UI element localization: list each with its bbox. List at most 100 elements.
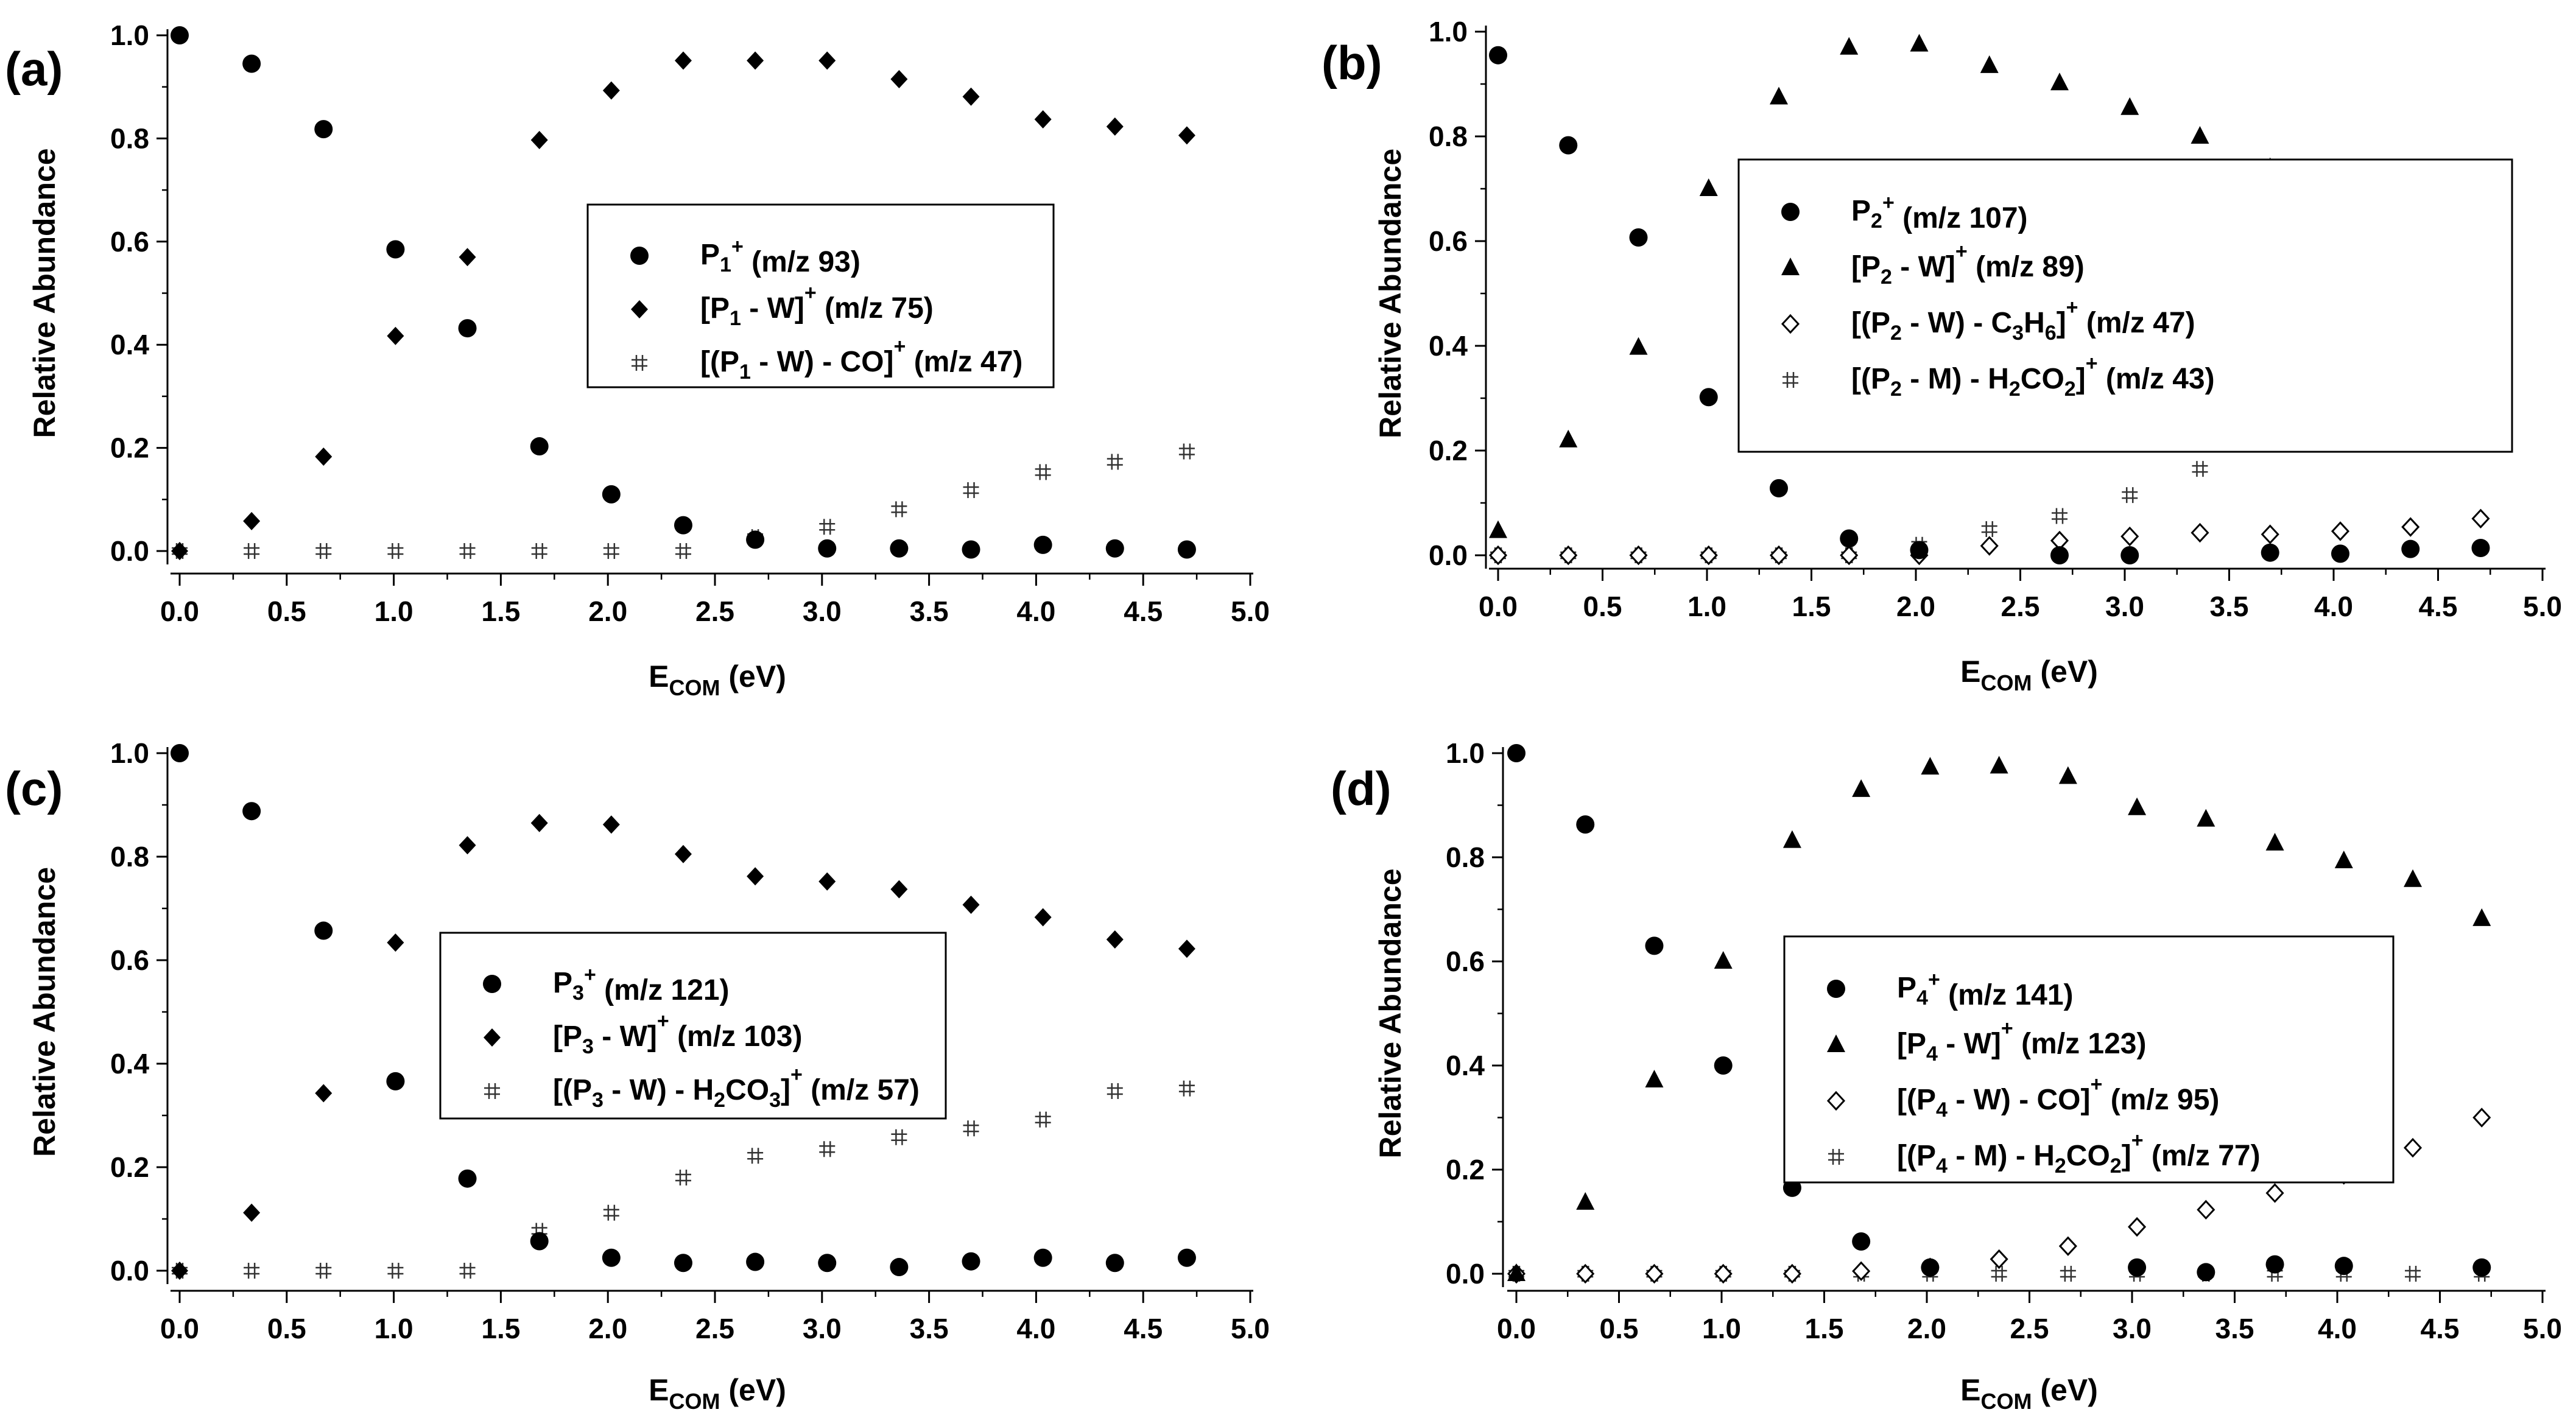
data-point <box>1178 1080 1195 1097</box>
data-point <box>2401 517 2420 537</box>
data-point <box>1699 545 1718 566</box>
data-point <box>2197 1263 2215 1282</box>
y-tick-label: 0.2 <box>110 1151 149 1183</box>
y-axis-title: Relative Abundance <box>27 148 62 438</box>
legend: P1+ (m/z 93)[P1 - W]+ (m/z 75) [(P1 - W) … <box>586 203 1055 388</box>
x-tick-label: 1.5 <box>481 1313 520 1344</box>
data-point <box>2120 97 2139 115</box>
data-point <box>1921 757 1940 775</box>
x-tick-label: 0.0 <box>160 595 199 627</box>
series-0 <box>171 744 1196 1277</box>
y-tick-label: 1.0 <box>110 19 149 51</box>
x-tick-label: 4.5 <box>2421 1313 2460 1344</box>
data-point <box>1107 1083 1123 1100</box>
panel-c: (c) 0.0 0.2 0.4 0.6 0.8 1.0 0.0 0.5 1.0 1.5 2.0 2.5 3… <box>5 737 1270 1414</box>
data-point <box>315 1084 333 1103</box>
x-tick-label: 4.5 <box>1124 1313 1163 1344</box>
legend-box <box>439 932 947 1120</box>
legend-box <box>1737 158 2513 453</box>
y-tick-label: 0.8 <box>1429 121 1468 152</box>
data-point <box>1105 1254 1124 1273</box>
y-tick-label: 0.8 <box>110 841 149 873</box>
data-point <box>2120 546 2139 564</box>
data-point <box>458 319 477 338</box>
y-tick-label: 1.0 <box>1446 737 1485 769</box>
legend-label: [(P4 - W) - CO]+ (m/z 95) <box>1897 1073 2219 1122</box>
x-tick-label: 3.5 <box>910 1313 949 1344</box>
legend: P2+ (m/z 107) [P2 - W]+ (m/z 89) [(P2 - W)… <box>1737 158 2513 453</box>
legend-label: P3+ (m/z 121) <box>553 963 730 1006</box>
data-point <box>2401 539 2420 558</box>
y-tick-label: 0.2 <box>110 432 149 464</box>
data-point <box>459 1263 476 1279</box>
data-point <box>1980 55 1999 73</box>
x-tick-label: 2.5 <box>695 595 734 627</box>
data-point <box>1991 1266 2007 1282</box>
data-point <box>171 26 189 44</box>
data-point <box>963 482 979 499</box>
y-tick-label: 1.0 <box>110 737 149 769</box>
data-point <box>2403 1137 2423 1158</box>
data-point <box>1576 1192 1595 1210</box>
data-point <box>747 867 764 886</box>
data-point <box>747 51 764 70</box>
data-point <box>1489 46 1507 65</box>
data-point <box>1559 136 1578 155</box>
data-point <box>1629 228 1648 247</box>
data-point <box>315 447 333 466</box>
data-point <box>2122 487 2138 504</box>
x-tick-label: 3.5 <box>910 595 949 627</box>
data-point <box>2197 1199 2215 1220</box>
legend-label: [(P1 - W) - CO]+ (m/z 47) <box>700 335 1022 384</box>
x-tick-label: 5.0 <box>1231 595 1270 627</box>
legend-marker <box>484 1083 500 1099</box>
y-tick-label: 0.6 <box>110 944 149 976</box>
y-tick-label: 0.0 <box>1429 539 1468 571</box>
data-point <box>171 744 189 762</box>
x-tick-label: 0.5 <box>1600 1313 1639 1344</box>
legend-marker <box>483 975 501 993</box>
y-tick-label: 0.6 <box>1446 946 1485 977</box>
data-point <box>1782 830 1801 848</box>
data-point <box>171 542 188 560</box>
data-point <box>1990 756 2008 774</box>
x-tick-label: 3.5 <box>2210 591 2249 622</box>
data-point <box>602 815 620 834</box>
x-tick-label: 0.0 <box>1479 591 1518 622</box>
x-tick-label: 1.0 <box>1687 591 1726 622</box>
data-point <box>171 1262 188 1280</box>
data-point <box>603 543 619 559</box>
legend-marker <box>1782 372 1798 388</box>
data-point <box>818 1254 837 1273</box>
data-point <box>2267 1266 2283 1282</box>
y-tick-label: 0.4 <box>110 1048 149 1080</box>
data-point <box>459 543 476 559</box>
data-point <box>1034 110 1052 129</box>
data-point <box>962 87 980 106</box>
data-point <box>1178 443 1195 460</box>
legend-marker <box>1827 980 1845 998</box>
data-point <box>1714 951 1733 969</box>
data-point <box>1910 33 1929 52</box>
data-point <box>891 1129 907 1145</box>
data-point <box>962 896 980 915</box>
data-point <box>386 240 405 259</box>
panel-b: (b) 0.0 0.2 0.4 0.6 0.8 1.0 0.0 0.5 1.0 1.5 2.0 2.5 3… <box>1321 16 2562 695</box>
y-tick-label: 0.2 <box>1429 435 1468 466</box>
legend-label: [P1 - W]+ (m/z 75) <box>700 281 934 330</box>
panel-d: (d) 0.0 0.2 0.4 0.6 0.8 1.0 0.0 0.5 1.0 1.5 2.0 2.5 3… <box>1331 737 2562 1414</box>
x-axis-title: ECOM (eV) <box>649 659 786 700</box>
data-point <box>1921 1258 1940 1277</box>
data-point <box>1177 540 1196 559</box>
legend-marker <box>630 247 649 265</box>
data-point <box>747 1148 764 1164</box>
data-point <box>675 1170 691 1185</box>
panel-label: (c) <box>5 762 63 815</box>
data-point <box>2192 461 2208 477</box>
x-tick-label: 3.0 <box>803 595 842 627</box>
data-point <box>890 539 909 558</box>
data-point <box>1990 1249 2008 1269</box>
data-point <box>890 1258 909 1277</box>
y-axis-title: Relative Abundance <box>1373 149 1407 438</box>
